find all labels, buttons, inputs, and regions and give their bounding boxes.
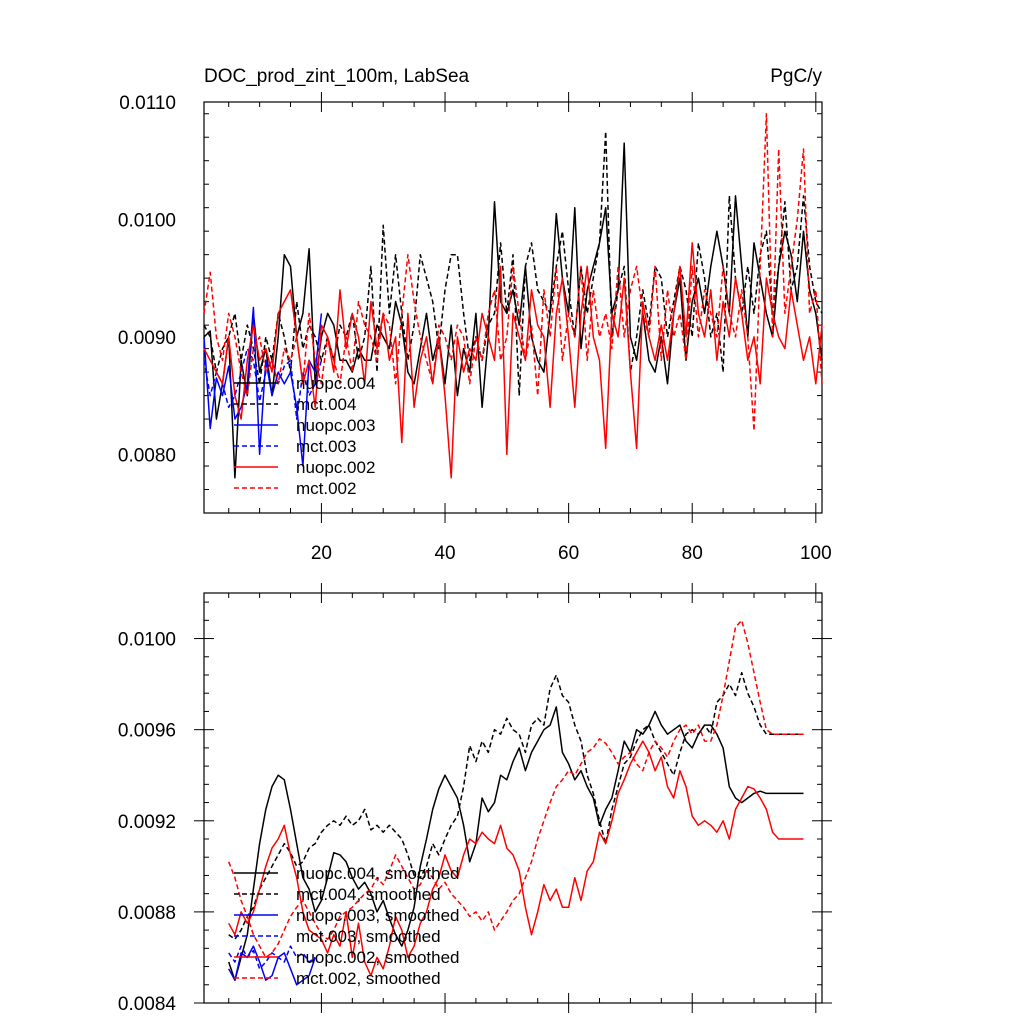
legend-label: mct.004 <box>296 395 356 414</box>
x-tick-label: 60 <box>558 543 579 564</box>
plot-frame <box>203 101 823 514</box>
series-line-nuopc-004 <box>203 142 823 479</box>
series-line-nuopc-003 <box>203 306 323 467</box>
y-tick-label: 0.0088 <box>118 903 176 924</box>
legend-label: mct.002, smoothed <box>296 969 441 988</box>
series-line-nuopc-003-smoothed <box>228 945 316 986</box>
legend: nuopc.004 mct.004 nuopc.003 mct.003 nuopc.00… <box>234 374 375 498</box>
x-tick-label: 40 <box>434 543 455 564</box>
series-line-mct-002 <box>203 112 823 432</box>
series-line-mct-004 <box>203 130 823 397</box>
bottom-panel: 0.0084 0.0088 0.0092 0.0096 0.0100 nuopc.004,… <box>118 583 832 1015</box>
y-tick-label: 0.0084 <box>118 994 177 1015</box>
x-tick-label: 100 <box>800 543 832 564</box>
y-tick-label: 0.0092 <box>118 812 176 833</box>
legend-label: mct.003, smoothed <box>296 927 441 946</box>
legend-label: nuopc.002, smoothed <box>296 948 460 967</box>
x-tick-label: 80 <box>682 543 703 564</box>
series-line-nuopc-002 <box>203 242 823 479</box>
chart-title: DOC_prod_zint_100m, LabSea <box>204 66 470 87</box>
y-tick-label: 0.0110 <box>119 93 176 114</box>
legend-label: nuopc.002 <box>296 458 375 477</box>
legend-label: mct.003 <box>296 437 356 456</box>
y-tick-label: 0.0100 <box>118 630 176 651</box>
series-line-nuopc-004-smoothed <box>227 706 804 981</box>
series-line-mct-003-smoothed <box>228 945 316 970</box>
legend-label: mct.004, smoothed <box>296 885 441 904</box>
series-line-nuopc-002-smoothed <box>228 740 804 977</box>
series-line-mct-002-smoothed <box>228 619 804 959</box>
y-tick-label: 0.0096 <box>118 721 176 742</box>
series-line-mct-004-smoothed <box>228 671 804 940</box>
plot-frame <box>203 592 823 1004</box>
x-tick-label: 20 <box>311 543 332 564</box>
top-panel: 20 40 60 80 100 0.0080 0.0090 0.0100 0.0110 nuopc… <box>118 92 832 564</box>
units-label: PgC/y <box>770 66 822 87</box>
y-tick-label: 0.0080 <box>118 445 176 466</box>
legend-label: nuopc.003 <box>296 416 375 435</box>
legend: nuopc.004, smoothed mct.004, smoothed nuop… <box>234 864 460 988</box>
y-tick-label: 0.0090 <box>118 328 176 349</box>
legend-label: nuopc.003, smoothed <box>296 906 460 925</box>
y-tick-label: 0.0100 <box>118 210 176 231</box>
legend-label: nuopc.004 <box>296 374 375 393</box>
legend-label: nuopc.004, smoothed <box>296 864 460 883</box>
legend-label: mct.002 <box>296 479 356 498</box>
